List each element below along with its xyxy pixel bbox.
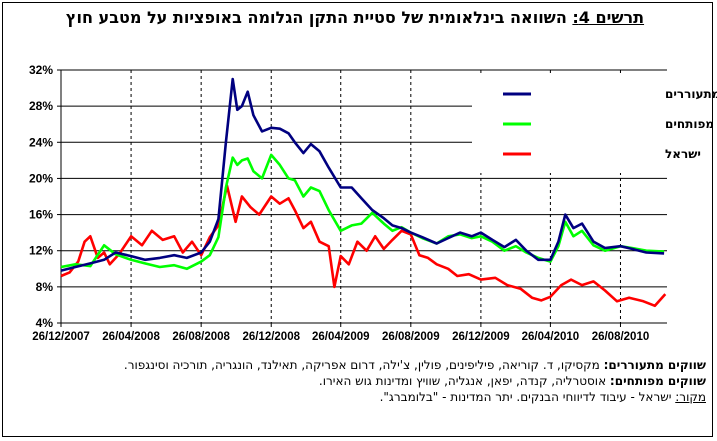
axes: 4% 8% 12% 16% 20% 24% 28% 32% 26/12/2007 26/04/20…	[29, 63, 667, 343]
figure-frame	[2, 2, 713, 437]
x-tick-label: 26/08/2010	[592, 331, 650, 343]
note-source-label: מקור:	[675, 390, 706, 404]
x-tick-label: 26/12/2008	[242, 331, 300, 343]
legend-label: ישראל	[665, 147, 701, 161]
chart-title-text: השוואה בינלאומית של סטיית התקן הגלומה בא…	[65, 8, 567, 27]
note-developed-label: שווקים מפותחים:	[609, 374, 706, 388]
y-tick-label: 20%	[29, 171, 53, 185]
y-tick-label: 28%	[29, 99, 53, 113]
y-tick-label: 4%	[36, 316, 54, 330]
y-tick-label: 24%	[29, 135, 53, 149]
x-tick-label: 26/12/2009	[452, 331, 510, 343]
x-tick-label: 26/04/2008	[102, 331, 160, 343]
note-source-text: ישראל - עיבוד לדיווחי הבנקים. יתר המדינו…	[379, 390, 672, 404]
note-source: מקור: ישראל - עיבוד לדיווחי הבנקים. יתר …	[20, 389, 706, 405]
series-lines	[60, 77, 667, 308]
legend: ממוצע שווקים מתעוררים ממוצע שווקים מפותחי…	[472, 76, 717, 173]
series-line	[60, 184, 667, 308]
series-line	[60, 77, 665, 272]
x-tick-label: 26/04/2009	[312, 331, 370, 343]
x-tick-label: 26/04/2010	[522, 331, 580, 343]
note-emerging-label: שווקים מתעוררים:	[603, 358, 706, 372]
note-emerging: שווקים מתעוררים: מקסיקו, ד. קוריאה, פילי…	[20, 357, 706, 373]
x-tick-label: 26/08/2008	[172, 331, 230, 343]
y-tick-label: 32%	[29, 63, 53, 77]
note-developed: שווקים מפותחים: אוסטרליה, קנדה, יפאן, אנ…	[20, 373, 706, 389]
legend-label: ממוצע שווקים מתעוררים	[665, 87, 717, 101]
note-developed-text: אוסטרליה, קנדה, יפאן, אנגליה, שוויץ ומדי…	[318, 374, 607, 388]
legend-label: ממוצע שווקים מפותחים	[665, 117, 717, 131]
chart-title: תרשים 4: השוואה בינלאומית של סטיית התקן …	[40, 6, 670, 30]
x-tick-label: 26/08/2009	[382, 331, 440, 343]
note-emerging-text: מקסיקו, ד. קוריאה, פיליפינים, פולין, צ'י…	[123, 358, 600, 372]
footnotes: שווקים מתעוררים: מקסיקו, ד. קוריאה, פילי…	[20, 357, 706, 405]
y-tick-label: 16%	[29, 208, 53, 222]
legend-box	[472, 76, 667, 173]
x-tick-label: 26/12/2007	[32, 331, 90, 343]
y-tick-label: 8%	[36, 280, 54, 294]
y-tick-label: 12%	[29, 244, 53, 258]
chart-title-label: תרשים 4:	[572, 8, 645, 27]
line-chart: 4% 8% 12% 16% 20% 24% 28% 32% 26/12/2007 26/04/20…	[29, 63, 717, 343]
